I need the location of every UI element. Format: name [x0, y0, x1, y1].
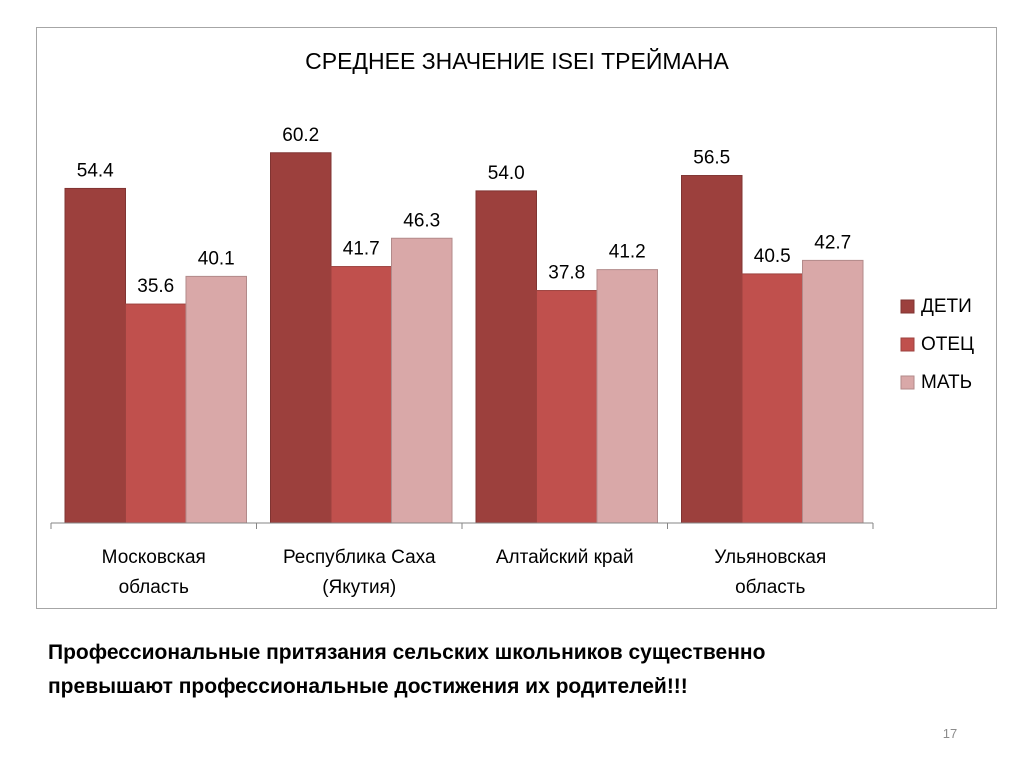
category-label-1: Московская область [102, 547, 206, 598]
category-label-2: Республика Саха (Якутия) [283, 547, 436, 598]
legend-label-1: ДЕТИ [921, 296, 972, 317]
bars-layer [64, 152, 864, 524]
data-label-3-2: 37.8 [548, 263, 585, 284]
legend-label-3: МАТЬ [921, 372, 972, 393]
data-label-2-3: 46.3 [403, 210, 440, 231]
data-label-1-3: 40.1 [198, 248, 235, 269]
data-label-2-1: 60.2 [282, 125, 319, 146]
bar-3-2 [536, 290, 598, 524]
data-label-2-2: 41.7 [343, 239, 380, 260]
bar-3-3 [596, 269, 658, 524]
category-label-4: Ульяновская область [714, 547, 826, 598]
data-labels: 54.4 35.6 40.1 60.2 41.7 46.3 54.0 37.8 41.2 56.5… [77, 125, 851, 297]
legend: ДЕТИ ОТЕЦ МАТЬ [900, 296, 974, 393]
bar-4-1 [681, 175, 743, 524]
bar-1-2 [125, 303, 187, 524]
bar-chart: СРЕДНЕЕ ЗНАЧЕНИЕ ISEI ТРЕЙМАНА Московска… [50, 47, 974, 598]
data-label-3-3: 41.2 [609, 242, 646, 263]
bar-3-1 [475, 190, 537, 524]
caption-line-1: Профессиональные притязания сельских шко… [48, 641, 766, 664]
category-label-3: Алтайский край [496, 547, 634, 568]
data-label-1-2: 35.6 [137, 276, 174, 297]
bar-2-2 [330, 266, 392, 524]
legend-swatch-3 [900, 375, 915, 390]
chart-frame: СРЕДНЕЕ ЗНАЧЕНИЕ ISEI ТРЕЙМАНА Московска… [36, 27, 997, 609]
bar-2-1 [270, 152, 332, 524]
data-label-4-3: 42.7 [814, 232, 851, 253]
bar-1-1 [64, 187, 126, 524]
data-label-1-1: 54.4 [77, 160, 114, 181]
data-label-3-1: 54.0 [488, 163, 525, 184]
data-label-4-2: 40.5 [754, 246, 791, 267]
legend-swatch-1 [900, 299, 915, 314]
bar-1-3 [185, 275, 247, 524]
chart-title: СРЕДНЕЕ ЗНАЧЕНИЕ ISEI ТРЕЙМАНА [305, 47, 729, 74]
x-axis: Московская область Республика Саха (Якутия)… [50, 522, 874, 598]
legend-label-2: ОТЕЦ [921, 334, 974, 355]
caption: Профессиональные притязания сельских шко… [48, 636, 988, 704]
data-label-4-1: 56.5 [693, 148, 730, 169]
slide-number: 17 [942, 726, 958, 741]
bar-4-3 [802, 259, 864, 524]
legend-swatch-2 [900, 337, 915, 352]
bar-4-2 [741, 273, 803, 524]
bar-2-3 [391, 237, 453, 524]
caption-line-2: превышают профессиональные достижения их… [48, 675, 688, 698]
